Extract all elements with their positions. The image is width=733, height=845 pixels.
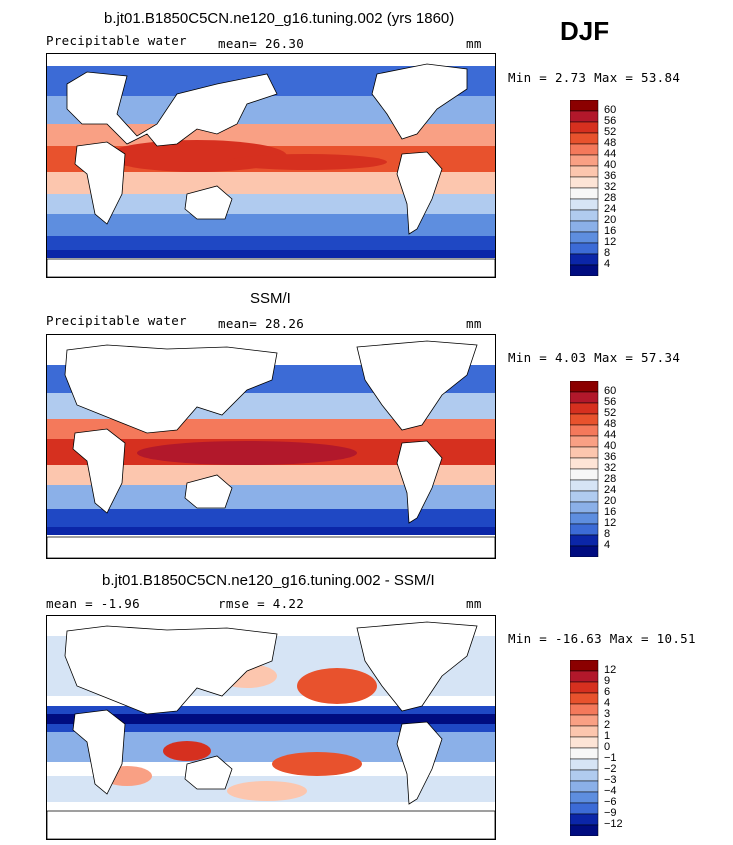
panel2-tick: 8 xyxy=(604,528,611,540)
panel3-tick: −3 xyxy=(604,774,617,786)
panel3-units: mm xyxy=(466,596,482,611)
panel2-minmax: Min = 4.03 Max = 57.34 xyxy=(508,350,681,365)
panel1-tick: 8 xyxy=(604,247,611,259)
panel1-tick: 24 xyxy=(604,203,617,215)
panel1-tick: 16 xyxy=(604,225,617,237)
panel2-tick: 40 xyxy=(604,440,617,452)
panel3-map-field xyxy=(47,616,495,839)
panel3-tick: 2 xyxy=(604,719,611,731)
panel3-colorbar-swatches xyxy=(569,659,599,837)
panel3-minmax: Min = -16.63 Max = 10.51 xyxy=(508,631,696,646)
panel2-tick: 56 xyxy=(604,396,617,408)
panel2-tick: 16 xyxy=(604,506,617,518)
panel2-tick: 20 xyxy=(604,495,617,507)
panel1-units: mm xyxy=(466,36,482,51)
panel1-map xyxy=(46,53,496,278)
panel2-units: mm xyxy=(466,316,482,331)
panel3-tick: −12 xyxy=(604,818,623,830)
panel1-tick: 20 xyxy=(604,214,617,226)
panel1-colorbar: 60 56 52 48 44 40 36 32 28 24 20 16 12 8… xyxy=(569,99,616,281)
panel3-tick: 12 xyxy=(604,664,617,676)
panel3-title: b.jt01.B1850C5CN.ne120_g16.tuning.002 - … xyxy=(102,572,435,589)
panel2-tick: 24 xyxy=(604,484,617,496)
panel2-tick: 52 xyxy=(604,407,617,419)
panel2-mean: mean= 28.26 xyxy=(218,316,305,331)
panel2-colorbar: 60 56 52 48 44 40 36 32 28 24 20 16 12 8… xyxy=(569,380,616,562)
panel1-map-field xyxy=(47,54,495,277)
panel2-tick: 60 xyxy=(604,385,617,397)
panel2-colorbar-swatches xyxy=(569,380,599,558)
panel3-tick: −1 xyxy=(604,752,617,764)
panel1-mean: mean= 26.30 xyxy=(218,36,305,51)
panel1-tick: 44 xyxy=(604,148,617,160)
panel3-tick: −9 xyxy=(604,807,617,819)
panel3-tick: −2 xyxy=(604,763,617,775)
panel3-tick: 6 xyxy=(604,686,611,698)
panel1-tick: 4 xyxy=(604,258,611,270)
panel1-tick: 36 xyxy=(604,170,617,182)
panel1-tick: 52 xyxy=(604,126,617,138)
panel3-tick: 1 xyxy=(604,730,611,742)
panel2-title: SSM/I xyxy=(250,290,291,307)
panel3-tick: −6 xyxy=(604,796,617,808)
panel3-tick: 0 xyxy=(604,741,611,753)
panel1-tick: 12 xyxy=(604,236,617,248)
panel2-tick: 12 xyxy=(604,517,617,529)
panel3-tick: 9 xyxy=(604,675,611,687)
panel3-tick: 4 xyxy=(604,697,611,709)
panel1-tick: 60 xyxy=(604,104,617,116)
panel1-tick: 28 xyxy=(604,192,617,204)
panel3-mean: mean = -1.96 xyxy=(46,596,140,611)
panel1-tick: 40 xyxy=(604,159,617,171)
panel1-minmax: Min = 2.73 Max = 53.84 xyxy=(508,70,681,85)
panel2-map-field xyxy=(47,335,495,558)
panel2-tick: 44 xyxy=(604,429,617,441)
panel3-rmse: rmse = 4.22 xyxy=(218,596,305,611)
panel3-tick: 3 xyxy=(604,708,611,720)
panel2-variable-label: Precipitable water xyxy=(46,313,187,328)
panel2-tick: 36 xyxy=(604,451,617,463)
panel2-tick: 4 xyxy=(604,539,611,551)
panel2-tick: 48 xyxy=(604,418,617,430)
panel1-variable-label: Precipitable water xyxy=(46,33,187,48)
panel1-colorbar-swatches xyxy=(569,99,599,277)
panel1-tick: 48 xyxy=(604,137,617,149)
panel2-tick: 28 xyxy=(604,473,617,485)
panel1-title: b.jt01.B1850C5CN.ne120_g16.tuning.002 (y… xyxy=(104,10,455,27)
panel2-tick: 32 xyxy=(604,462,617,474)
panel3-map xyxy=(46,615,496,840)
panel3-tick: −4 xyxy=(604,785,617,797)
panel1-tick: 56 xyxy=(604,115,617,127)
panel2-map xyxy=(46,334,496,559)
panel1-tick: 32 xyxy=(604,181,617,193)
season-label: DJF xyxy=(560,16,610,46)
panel3-colorbar: 12 9 6 4 3 2 1 0 −1 −2 −3 −4 −6 −9 −12 xyxy=(569,659,623,841)
